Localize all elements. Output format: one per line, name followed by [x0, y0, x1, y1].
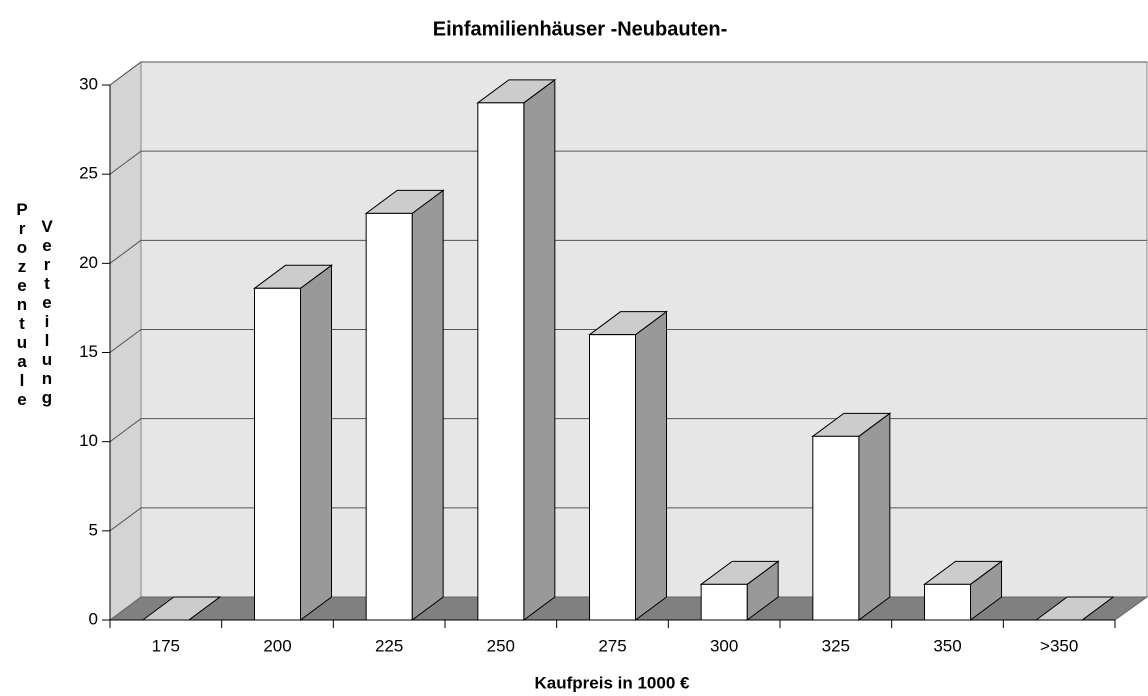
y-axis-label-letter: e [17, 276, 26, 295]
y-axis-label-letter: r [19, 219, 26, 238]
y-tick-label: 20 [79, 253, 98, 272]
y-tick-label: 25 [79, 164, 98, 183]
bar [812, 435, 860, 621]
bar [254, 287, 301, 621]
bar [589, 334, 636, 621]
y-axis-label-letter: e [42, 236, 51, 255]
grid-line [109, 150, 142, 175]
x-tick-label: 300 [710, 636, 738, 655]
bar [924, 583, 971, 621]
bar-group [922, 560, 1004, 621]
y-axis-label-letter: e [42, 293, 51, 312]
y-axis-label-letter: e [17, 390, 26, 409]
y-axis-label-letter: t [19, 314, 25, 333]
y-axis-label-letter: o [17, 238, 27, 257]
x-axis-label: Kaufpreis in 1000 € [535, 673, 691, 692]
x-tick-label: 225 [375, 636, 403, 655]
x-tick-label: 175 [152, 636, 180, 655]
x-tick-label: 250 [487, 636, 515, 655]
y-axis-label-letter: l [45, 331, 50, 350]
bar [700, 583, 748, 621]
grid-line [109, 329, 142, 353]
bar-group [587, 310, 669, 621]
bar-group [699, 560, 780, 621]
bar-side [411, 189, 444, 621]
y-axis-label-letter: P [16, 200, 27, 219]
y-axis-label-letter: t [44, 274, 50, 293]
grid-line [109, 418, 142, 443]
grid-line [109, 507, 142, 532]
bar-group [811, 412, 892, 621]
y-axis-label-letter: u [42, 350, 52, 369]
x-tick-label: 350 [933, 636, 961, 655]
bar [365, 212, 413, 621]
grid-line [109, 61, 142, 86]
y-axis-label-letter: z [18, 257, 27, 276]
bar-group [364, 189, 445, 621]
y-axis-label-letter: n [42, 369, 52, 388]
bar-side [858, 412, 891, 621]
y-tick-label: 30 [79, 74, 98, 93]
grid-line [109, 239, 142, 264]
bar-side [635, 310, 667, 621]
y-axis-label-letter: V [41, 217, 53, 236]
y-axis-label-letter: r [44, 255, 51, 274]
y-tick-label: 5 [89, 520, 98, 539]
chart-title: Einfamilienhäuser -Neubauten- [433, 18, 728, 40]
y-tick-label: 0 [89, 609, 98, 628]
y-axis-label-letter: i [45, 312, 50, 331]
y-tick-label: 10 [79, 431, 98, 450]
y-axis-label-letter: l [20, 371, 25, 390]
bar-group [1034, 596, 1115, 621]
bar-group [476, 78, 557, 621]
y-axis-label-letter: u [17, 333, 27, 352]
bar-side [300, 264, 332, 621]
x-tick-label: >350 [1040, 636, 1078, 655]
y-tick-label: 15 [79, 342, 98, 361]
bar-top [1034, 596, 1115, 621]
x-tick-label: 200 [263, 636, 291, 655]
y-axis-label-letter: n [17, 295, 27, 314]
y-axis-label-letter: g [42, 388, 52, 407]
x-tick-label: 325 [822, 636, 850, 655]
bar [477, 102, 525, 621]
bar-group [252, 264, 334, 621]
bar-top [141, 596, 222, 621]
y-axis-label-letter: a [17, 352, 27, 371]
bar-side [523, 78, 556, 621]
x-tick-label: 275 [598, 636, 626, 655]
bar-group [141, 596, 222, 621]
